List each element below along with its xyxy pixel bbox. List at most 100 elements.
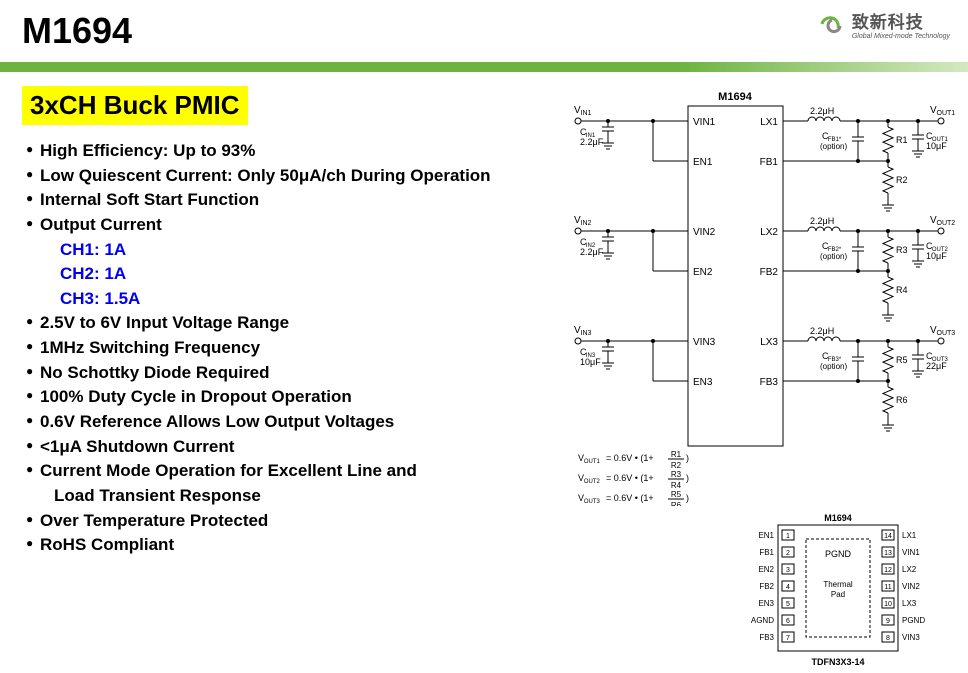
svg-text:10: 10 bbox=[884, 601, 892, 608]
svg-text:5: 5 bbox=[786, 601, 790, 608]
schematic-diagram: M1694 VIN1CIN12.2μFVIN1EN1LX1FB12.2μHVOU… bbox=[558, 86, 958, 506]
svg-text:FB1: FB1 bbox=[760, 157, 779, 168]
svg-text:FB1: FB1 bbox=[759, 548, 774, 557]
feature-item: 0.6V Reference Allows Low Output Voltage… bbox=[26, 410, 558, 435]
svg-text:M1694: M1694 bbox=[824, 513, 852, 523]
svg-text:FB3: FB3 bbox=[760, 377, 779, 388]
feature-item: CH3: 1.5A bbox=[26, 287, 558, 312]
svg-text:EN2: EN2 bbox=[693, 267, 713, 278]
svg-text:LX1: LX1 bbox=[902, 531, 917, 540]
svg-text:R6: R6 bbox=[896, 395, 908, 405]
svg-text:2.2μF: 2.2μF bbox=[580, 247, 604, 257]
svg-text:R5: R5 bbox=[896, 355, 908, 365]
svg-text:7: 7 bbox=[786, 635, 790, 642]
svg-text:AGND: AGND bbox=[751, 616, 774, 625]
svg-text:VIN1: VIN1 bbox=[693, 117, 716, 128]
svg-text:): ) bbox=[686, 453, 689, 463]
company-logo: 致新科技 Global Mixed-mode Technology bbox=[818, 8, 950, 40]
svg-text:R5: R5 bbox=[671, 490, 682, 499]
svg-text:EN3: EN3 bbox=[758, 599, 774, 608]
feature-item: Over Temperature Protected bbox=[26, 509, 558, 534]
svg-text:EN1: EN1 bbox=[758, 531, 774, 540]
svg-text:9: 9 bbox=[886, 618, 890, 625]
feature-item: <1μA Shutdown Current bbox=[26, 435, 558, 460]
feature-item: Low Quiescent Current: Only 50μA/ch Duri… bbox=[26, 164, 558, 189]
svg-text:= 0.6V • (1+: = 0.6V • (1+ bbox=[606, 453, 654, 463]
svg-text:8: 8 bbox=[886, 635, 890, 642]
feature-item: Load Transient Response bbox=[26, 484, 558, 509]
svg-text:2: 2 bbox=[786, 550, 790, 557]
svg-text:R2: R2 bbox=[896, 175, 908, 185]
svg-text:VIN3: VIN3 bbox=[693, 337, 716, 348]
svg-text:11: 11 bbox=[884, 584, 891, 591]
svg-text:4: 4 bbox=[786, 584, 790, 591]
svg-text:IN3: IN3 bbox=[581, 330, 592, 337]
feature-item: 2.5V to 6V Input Voltage Range bbox=[26, 311, 558, 336]
svg-text:14: 14 bbox=[884, 533, 892, 540]
part-number: M1694 bbox=[22, 10, 132, 52]
svg-text:R2: R2 bbox=[671, 461, 682, 470]
svg-text:22μF: 22μF bbox=[926, 361, 947, 371]
title-box: 3xCH Buck PMIC bbox=[22, 86, 248, 125]
svg-text:VIN2: VIN2 bbox=[902, 582, 920, 591]
feature-item: Current Mode Operation for Excellent Lin… bbox=[26, 459, 558, 484]
svg-text:IN1: IN1 bbox=[581, 110, 592, 117]
svg-text:R1: R1 bbox=[671, 450, 682, 459]
svg-text:LX2: LX2 bbox=[760, 227, 778, 238]
svg-text:1: 1 bbox=[786, 533, 790, 540]
feature-item: No Schottky Diode Required bbox=[26, 361, 558, 386]
svg-text:VIN2: VIN2 bbox=[693, 227, 716, 238]
svg-text:R1: R1 bbox=[896, 135, 908, 145]
svg-text:3: 3 bbox=[786, 567, 790, 574]
pinout-diagram: M1694 PGND Thermal Pad TDFN3X3-14 EN1114… bbox=[728, 511, 948, 671]
svg-text:2.2μH: 2.2μH bbox=[810, 106, 834, 116]
product-title: 3xCH Buck PMIC bbox=[30, 90, 240, 120]
svg-text:R4: R4 bbox=[671, 481, 682, 490]
feature-item: Internal Soft Start Function bbox=[26, 188, 558, 213]
svg-text:OUT3: OUT3 bbox=[937, 330, 956, 337]
svg-text:LX3: LX3 bbox=[760, 337, 778, 348]
svg-text:FB2: FB2 bbox=[760, 267, 779, 278]
feature-item: Output Current bbox=[26, 213, 558, 238]
feature-item: CH2: 1A bbox=[26, 262, 558, 287]
divider-bar bbox=[0, 62, 968, 72]
svg-text:LX1: LX1 bbox=[760, 117, 778, 128]
feature-item: High Efficiency: Up to 93% bbox=[26, 139, 558, 164]
svg-text:EN3: EN3 bbox=[693, 377, 713, 388]
logo-text-cn: 致新科技 bbox=[852, 8, 950, 33]
svg-text:EN2: EN2 bbox=[758, 565, 774, 574]
svg-text:EN1: EN1 bbox=[693, 157, 713, 168]
svg-text:R3: R3 bbox=[671, 470, 682, 479]
feature-item: RoHS Compliant bbox=[26, 533, 558, 558]
feature-list: High Efficiency: Up to 93%Low Quiescent … bbox=[22, 139, 558, 558]
feature-item: CH1: 1A bbox=[26, 238, 558, 263]
svg-text:VIN1: VIN1 bbox=[902, 548, 920, 557]
svg-text:2.2μH: 2.2μH bbox=[810, 326, 834, 336]
svg-text:10μF: 10μF bbox=[926, 251, 947, 261]
logo-text-en: Global Mixed-mode Technology bbox=[852, 33, 950, 40]
svg-text:PGND: PGND bbox=[825, 549, 852, 559]
svg-text:FB2: FB2 bbox=[759, 582, 774, 591]
svg-text:OUT2: OUT2 bbox=[937, 220, 956, 227]
feature-item: 100% Duty Cycle in Dropout Operation bbox=[26, 385, 558, 410]
svg-text:IN2: IN2 bbox=[581, 220, 592, 227]
svg-text:): ) bbox=[686, 493, 689, 503]
svg-text:M1694: M1694 bbox=[718, 91, 753, 103]
svg-text:Thermal: Thermal bbox=[823, 580, 853, 589]
svg-text:OUT3: OUT3 bbox=[584, 499, 601, 505]
svg-text:= 0.6V • (1+: = 0.6V • (1+ bbox=[606, 473, 654, 483]
svg-text:2.2μF: 2.2μF bbox=[580, 137, 604, 147]
svg-text:12: 12 bbox=[884, 567, 892, 574]
svg-text:FB3: FB3 bbox=[759, 633, 774, 642]
svg-text:10μF: 10μF bbox=[580, 357, 601, 367]
svg-text:): ) bbox=[686, 473, 689, 483]
svg-text:LX3: LX3 bbox=[902, 599, 917, 608]
svg-text:TDFN3X3-14: TDFN3X3-14 bbox=[811, 657, 864, 667]
svg-text:(option): (option) bbox=[820, 252, 847, 261]
svg-text:13: 13 bbox=[884, 550, 892, 557]
svg-text:VIN3: VIN3 bbox=[902, 633, 920, 642]
feature-item: 1MHz Switching Frequency bbox=[26, 336, 558, 361]
logo-swirl-icon bbox=[818, 12, 846, 36]
svg-text:= 0.6V • (1+: = 0.6V • (1+ bbox=[606, 493, 654, 503]
svg-text:OUT1: OUT1 bbox=[937, 110, 956, 117]
